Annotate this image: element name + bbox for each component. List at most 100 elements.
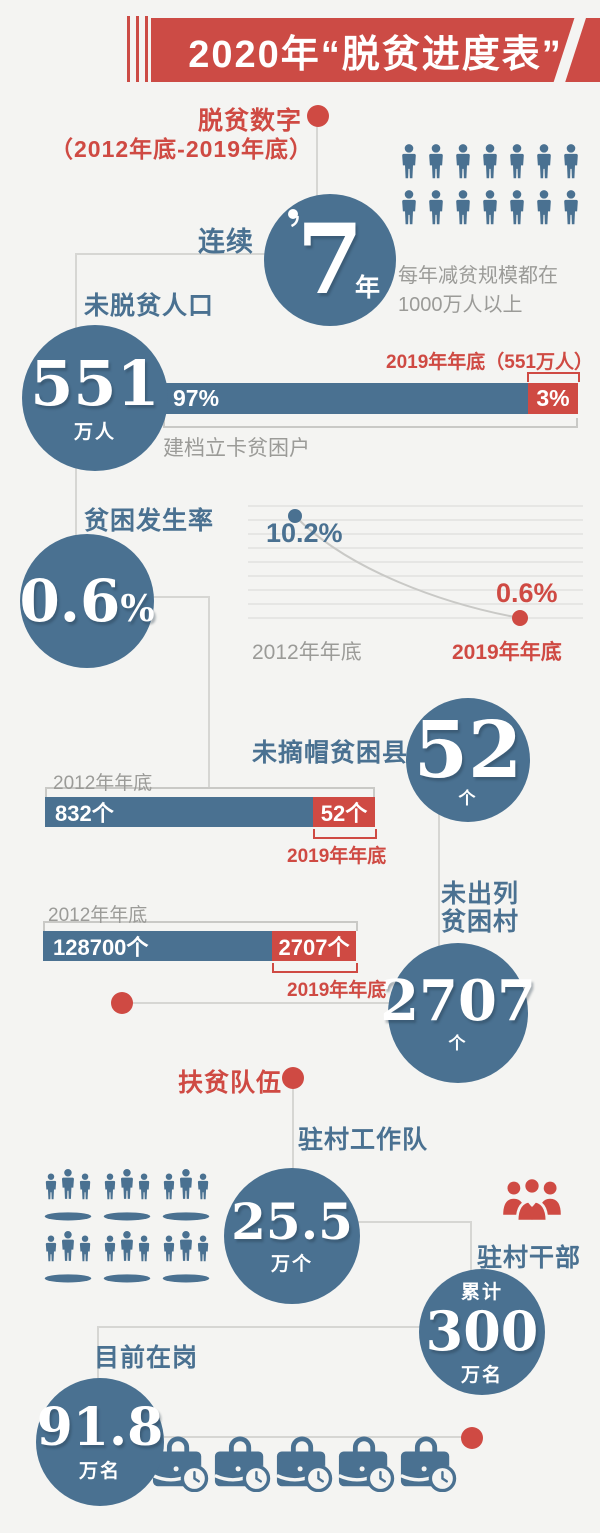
connector-line bbox=[470, 1221, 472, 1273]
section-dot-teams bbox=[282, 1067, 304, 1089]
stat-circle-work-teams: 25.5 万个 bbox=[224, 1168, 360, 1304]
people-group-icon bbox=[101, 1166, 153, 1222]
group-pictogram-grid bbox=[42, 1166, 212, 1284]
connector-line bbox=[152, 596, 210, 598]
section-dot-poverty-numbers bbox=[307, 105, 329, 127]
incidence-start-point bbox=[288, 509, 302, 523]
person-icon bbox=[425, 190, 447, 225]
cadre-value: 300 bbox=[425, 1299, 539, 1363]
remaining-poor-unit: 万人 bbox=[73, 421, 116, 443]
page-title: 2020年“脱贫进度表” bbox=[151, 18, 600, 82]
bar2-red-bracket bbox=[313, 829, 377, 839]
connector-line bbox=[316, 126, 318, 198]
stat-circle-cadres: 累计 300 万名 bbox=[419, 1269, 545, 1395]
bar3-gray-bracket bbox=[43, 921, 358, 931]
people-group-red-icon bbox=[500, 1176, 564, 1230]
section-title-villages: 未出列 贫困村 bbox=[441, 880, 519, 936]
on-duty-value: 91.8 bbox=[36, 1396, 164, 1458]
bar-remaining-poor: 97% 3% bbox=[163, 383, 578, 414]
stat-circle-incidence: 0.6 % bbox=[19, 534, 155, 668]
quote-decoration-icon bbox=[288, 209, 299, 228]
incidence-end-value: 0.6% bbox=[496, 578, 558, 608]
stat-circle-remaining-poor: 551 万人 bbox=[22, 325, 168, 471]
bar2-segment-minor: 52个 bbox=[313, 797, 375, 827]
people-group-icon bbox=[160, 1166, 212, 1222]
incidence-unit: % bbox=[120, 588, 155, 630]
stat-circle-years: 7 年 bbox=[264, 194, 396, 326]
bar2-start-label: 2012年年底 bbox=[53, 773, 153, 794]
connector-line bbox=[76, 253, 268, 255]
person-icon bbox=[398, 190, 420, 225]
connector-line bbox=[438, 814, 440, 948]
connector-line bbox=[208, 596, 210, 788]
connector-line bbox=[130, 1002, 392, 1004]
people-group-icon bbox=[42, 1228, 94, 1284]
counties-unit: 个 bbox=[458, 788, 478, 808]
cadre-label: 驻村干部 bbox=[477, 1244, 582, 1272]
pictogram-caption: 每年减贫规模都在 1000万人以上 bbox=[398, 262, 558, 320]
briefcase-clock-icon bbox=[210, 1436, 272, 1492]
section-title-teams: 扶贫队伍 bbox=[178, 1069, 283, 1097]
person-icon bbox=[533, 190, 555, 225]
bar-counties: 832个 52个 bbox=[45, 797, 375, 827]
briefcase-clock-icon bbox=[396, 1436, 458, 1492]
pictogram-caption-line1: 每年减贫规模都在 bbox=[398, 265, 558, 287]
villages-value: 2707 bbox=[380, 967, 536, 1034]
person-icon bbox=[533, 144, 555, 179]
header-hatch-decoration bbox=[127, 16, 149, 82]
cadre-unit: 万名 bbox=[460, 1365, 503, 1386]
bar3-red-bracket bbox=[272, 963, 358, 973]
section-title-incidence: 贫困发生率 bbox=[84, 507, 215, 535]
on-duty-unit: 万名 bbox=[78, 1460, 121, 1482]
years-unit: 年 bbox=[354, 274, 380, 302]
work-team-unit: 万个 bbox=[270, 1253, 313, 1275]
person-pictogram-grid bbox=[398, 144, 582, 225]
people-group-icon bbox=[160, 1228, 212, 1284]
cadre-prefix: 累计 bbox=[460, 1282, 503, 1303]
remaining-poor-value: 551 bbox=[30, 346, 160, 420]
villages-unit: 个 bbox=[448, 1033, 468, 1053]
incidence-value-wrap: 0.6 % bbox=[19, 572, 154, 630]
stat-circle-counties: 52 个 bbox=[406, 698, 530, 822]
bar1-annotation: 2019年年底（551万人） bbox=[386, 352, 593, 373]
person-icon bbox=[479, 144, 501, 179]
incidence-start-value: 10.2% bbox=[266, 518, 343, 548]
bar3-segment-minor: 2707个 bbox=[272, 931, 356, 961]
incidence-value: 0.6 bbox=[19, 567, 121, 635]
person-icon bbox=[560, 144, 582, 179]
bar3-segment-major: 128700个 bbox=[43, 931, 272, 961]
counties-value: 52 bbox=[413, 704, 523, 796]
briefcase-clock-icon bbox=[272, 1436, 334, 1492]
person-icon bbox=[452, 144, 474, 179]
bar3-start-label: 2012年年底 bbox=[48, 905, 148, 926]
bar2-end-label: 2019年年底 bbox=[287, 846, 387, 867]
incidence-line-chart bbox=[248, 505, 583, 626]
people-group-icon bbox=[101, 1228, 153, 1284]
connector-dot bbox=[111, 992, 133, 1014]
bar1-gray-bracket bbox=[163, 418, 578, 428]
bar1-caption: 建档立卡贫困户 bbox=[163, 437, 310, 460]
incidence-end-label: 2019年年底 bbox=[452, 641, 562, 664]
bar3-end-label: 2019年年底 bbox=[287, 980, 387, 1001]
connector-line bbox=[98, 1326, 420, 1328]
person-icon bbox=[425, 144, 447, 179]
bar1-segment-minor: 3% bbox=[528, 383, 578, 414]
bar2-segment-major: 832个 bbox=[45, 797, 313, 827]
work-team-value: 25.5 bbox=[231, 1191, 353, 1251]
bar2-gray-bracket bbox=[45, 787, 375, 797]
section-title-remaining-poor: 未脱贫人口 bbox=[84, 292, 215, 320]
on-duty-label: 目前在岗 bbox=[94, 1344, 199, 1372]
villages-label-line2: 贫困村 bbox=[441, 908, 520, 936]
page-title-text: 2020年“脱贫进度表” bbox=[188, 33, 563, 76]
person-icon bbox=[479, 190, 501, 225]
consecutive-label: 连续 bbox=[198, 227, 254, 257]
bar1-segment-major: 97% bbox=[163, 383, 528, 414]
people-group-icon bbox=[42, 1166, 94, 1222]
connector-line bbox=[164, 1436, 464, 1438]
pictogram-caption-line2: 1000万人以上 bbox=[398, 294, 523, 316]
villages-label-line1: 未出列 bbox=[441, 880, 520, 908]
stat-circle-villages: 2707 个 bbox=[380, 943, 536, 1083]
briefcase-clock-icon bbox=[334, 1436, 396, 1492]
years-value: 7 bbox=[296, 203, 364, 316]
